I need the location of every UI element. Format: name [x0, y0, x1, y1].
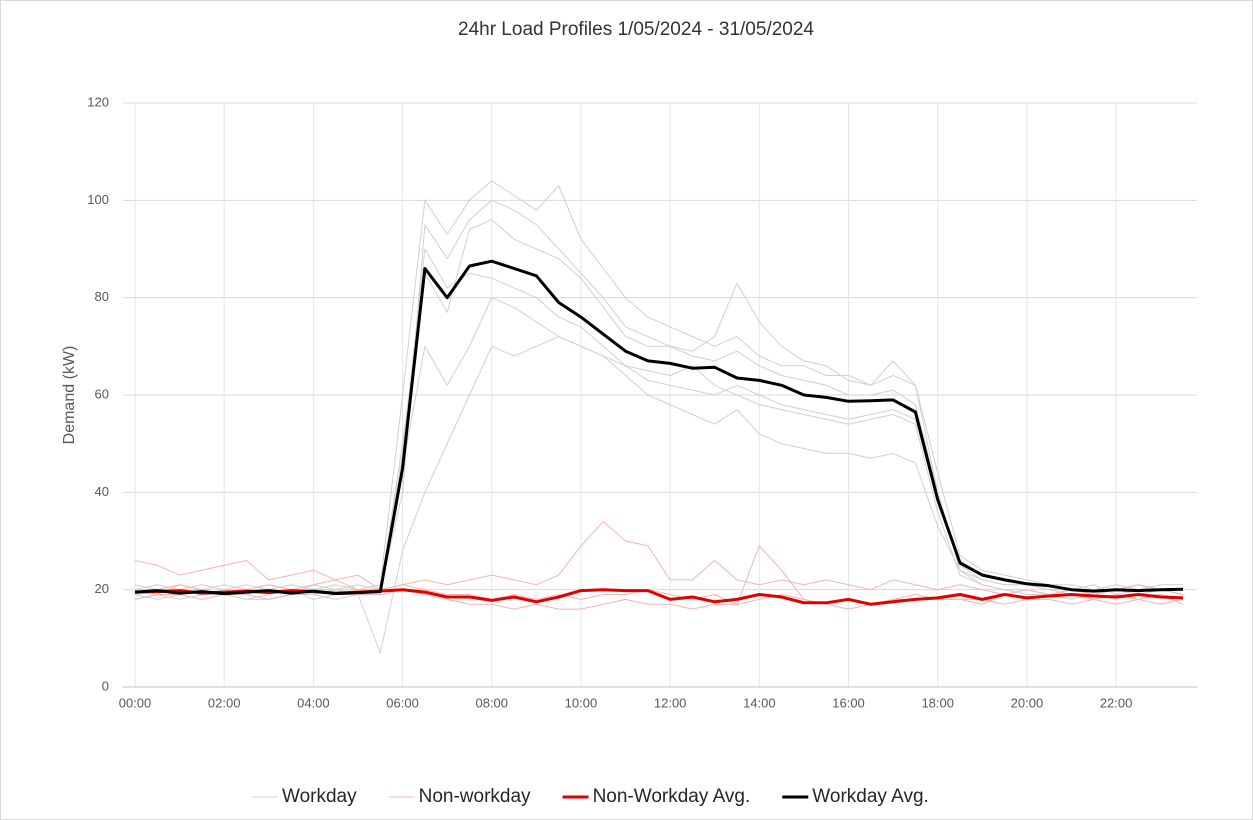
series-line — [134, 259, 1184, 596]
x-tick-label: 06:00 — [386, 695, 419, 710]
legend-label: Non-workday — [419, 786, 531, 807]
legend-label: Non-Workday Avg. — [593, 786, 751, 807]
x-tick-label: 22:00 — [1100, 695, 1133, 710]
x-tick-label: 18:00 — [921, 695, 954, 710]
y-tick-label: 100 — [87, 192, 109, 207]
x-tick-label: 12:00 — [654, 695, 687, 710]
x-tick-label: 00:00 — [119, 695, 152, 710]
y-tick-label: 120 — [87, 94, 109, 109]
y-tick-label: 20 — [95, 581, 109, 596]
x-tick-label: 14:00 — [743, 695, 776, 710]
x-tick-label: 20:00 — [1011, 695, 1044, 710]
y-tick-label: 80 — [95, 289, 109, 304]
y-tick-label: 60 — [95, 386, 109, 401]
legend-label: Workday — [282, 786, 357, 807]
y-axis-label: Demand (kW) — [61, 346, 78, 445]
legend-label: Workday Avg. — [812, 786, 929, 807]
y-tick-label: 40 — [95, 484, 109, 499]
x-tick-label: 10:00 — [565, 695, 598, 710]
y-tick-label: 0 — [102, 678, 109, 693]
series-line — [134, 336, 1184, 654]
chart-title: 24hr Load Profiles 1/05/2024 - 31/05/202… — [458, 19, 814, 40]
x-tick-label: 04:00 — [297, 695, 330, 710]
x-tick-label: 08:00 — [475, 695, 508, 710]
series-line — [135, 219, 1183, 595]
x-tick-label: 16:00 — [832, 695, 865, 710]
series-line — [134, 297, 1184, 600]
x-tick-label: 02:00 — [208, 695, 241, 710]
